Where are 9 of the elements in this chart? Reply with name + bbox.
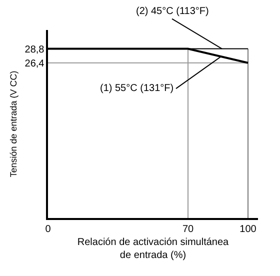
y-tick-label: 26,4	[24, 58, 45, 70]
text: (1) 55°C (131°F)	[100, 83, 174, 94]
y-tick-label: 28,8	[24, 44, 45, 56]
text: (2) 45°C (113°F)	[136, 6, 209, 17]
x-axis-title: Relación de activación simultánea de entrada (%)	[77, 236, 230, 261]
y-axis-title: Tensión de entrada (V CC)	[8, 70, 19, 178]
x-tick-label: 70	[182, 224, 194, 235]
x-tick-label: 0	[45, 224, 52, 235]
x-tick-label: 100	[240, 224, 257, 235]
